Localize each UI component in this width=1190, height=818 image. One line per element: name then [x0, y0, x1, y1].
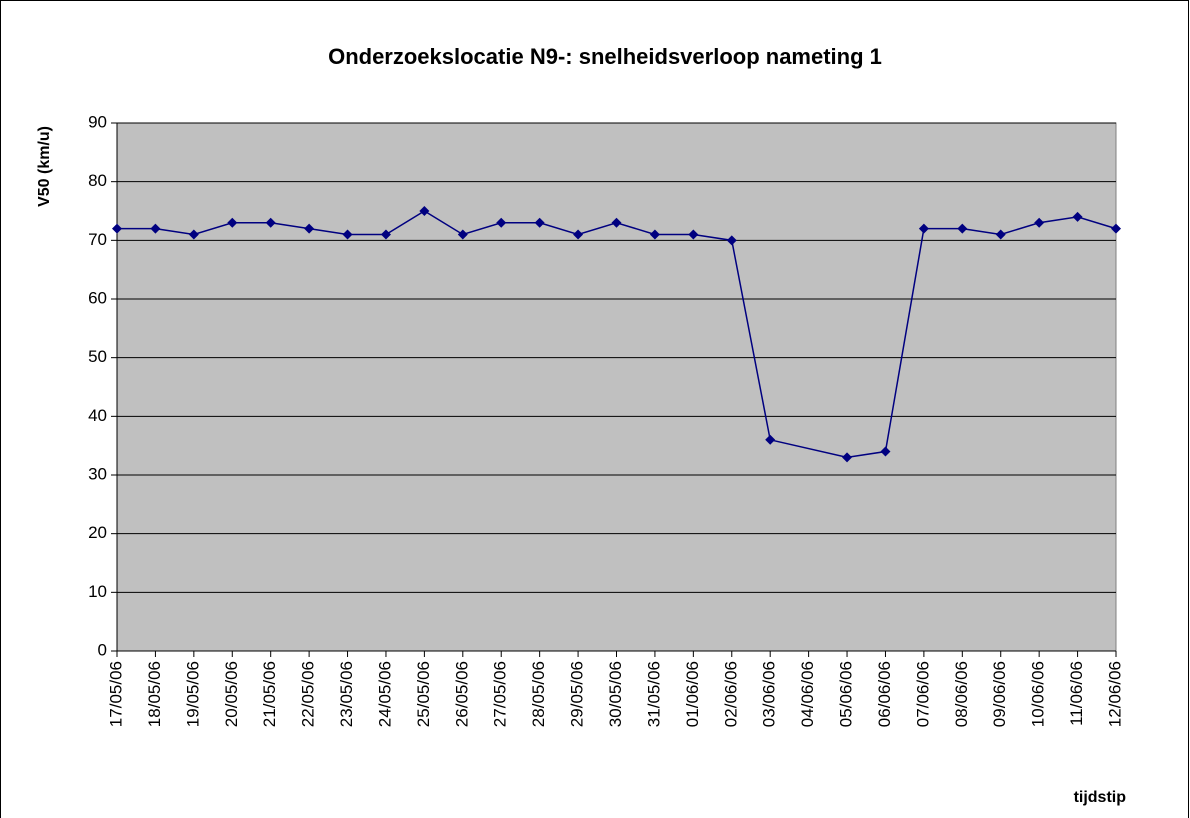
- y-axis-label: V50 (km/u): [36, 126, 53, 207]
- x-tick-label: 28/05/06: [529, 661, 548, 727]
- y-tick-label: 20: [88, 523, 107, 542]
- marker: [534, 217, 545, 228]
- marker: [957, 223, 968, 234]
- x-tick-label: 11/06/06: [1067, 661, 1086, 726]
- x-tick-label: 20/05/06: [222, 661, 241, 727]
- marker: [304, 223, 315, 234]
- y-tick-label: 70: [88, 230, 107, 249]
- x-tick-label: 24/05/06: [375, 661, 394, 727]
- x-tick-label: 05/06/06: [837, 661, 856, 727]
- y-tick-label: 40: [88, 406, 107, 425]
- marker: [227, 217, 238, 228]
- y-tick-label: 50: [88, 347, 107, 366]
- y-tick-label: 30: [88, 464, 107, 483]
- marker: [1111, 223, 1121, 234]
- series-line: [117, 210, 1117, 459]
- marker: [457, 229, 468, 240]
- marker: [496, 217, 507, 228]
- marker: [842, 452, 853, 463]
- x-tick-label: 10/06/06: [1029, 661, 1048, 727]
- x-tick-label: 22/05/06: [299, 661, 318, 727]
- x-tick-label: 01/06/06: [683, 661, 702, 727]
- x-tick-label: 31/05/06: [644, 661, 663, 727]
- x-tick-label: 12/06/06: [1105, 661, 1124, 727]
- x-tick-label: 17/05/06: [106, 661, 125, 727]
- marker: [688, 229, 699, 240]
- x-tick-label: 03/06/06: [760, 661, 779, 727]
- plot-area: [116, 122, 1117, 652]
- marker: [380, 229, 391, 240]
- x-tick-label: 26/05/06: [452, 661, 471, 727]
- x-tick-label: 02/06/06: [721, 661, 740, 727]
- x-tick-label: 30/05/06: [606, 661, 625, 727]
- x-tick-label: 19/05/06: [183, 661, 202, 727]
- marker: [1034, 217, 1045, 228]
- x-axis-label: tijdstip: [1074, 789, 1127, 806]
- marker: [419, 206, 430, 216]
- x-tick-label: 27/05/06: [491, 661, 510, 727]
- marker: [342, 229, 353, 240]
- marker: [611, 217, 622, 228]
- marker: [150, 223, 161, 234]
- marker: [1072, 211, 1083, 222]
- x-tick-label: 18/05/06: [145, 661, 164, 727]
- x-tick-label: 06/06/06: [875, 661, 894, 727]
- x-tick-label: 25/05/06: [414, 661, 433, 727]
- marker: [726, 235, 737, 246]
- y-tick-label: 10: [88, 582, 107, 601]
- marker: [918, 223, 929, 234]
- x-tick-label: 04/06/06: [798, 661, 817, 727]
- marker: [112, 223, 122, 234]
- x-tick-label: 29/05/06: [568, 661, 587, 727]
- y-tick-label: 60: [88, 288, 107, 307]
- y-tick-label: 90: [88, 112, 107, 131]
- marker: [995, 229, 1006, 240]
- x-tick-label: 23/05/06: [337, 661, 356, 727]
- marker: [765, 434, 776, 445]
- marker: [573, 229, 584, 240]
- x-tick-label: 07/06/06: [913, 661, 932, 727]
- marker: [649, 229, 660, 240]
- y-tick-label: 0: [98, 640, 107, 659]
- y-tick-label: 80: [88, 171, 107, 190]
- marker: [265, 217, 276, 228]
- x-tick-label: 09/06/06: [990, 661, 1009, 727]
- x-tick-label: 08/06/06: [952, 661, 971, 727]
- marker: [188, 229, 199, 240]
- chart-title: Onderzoekslocatie N9-: snelheidsverloop …: [328, 44, 882, 69]
- marker: [880, 446, 891, 457]
- x-tick-label: 21/05/06: [260, 661, 279, 727]
